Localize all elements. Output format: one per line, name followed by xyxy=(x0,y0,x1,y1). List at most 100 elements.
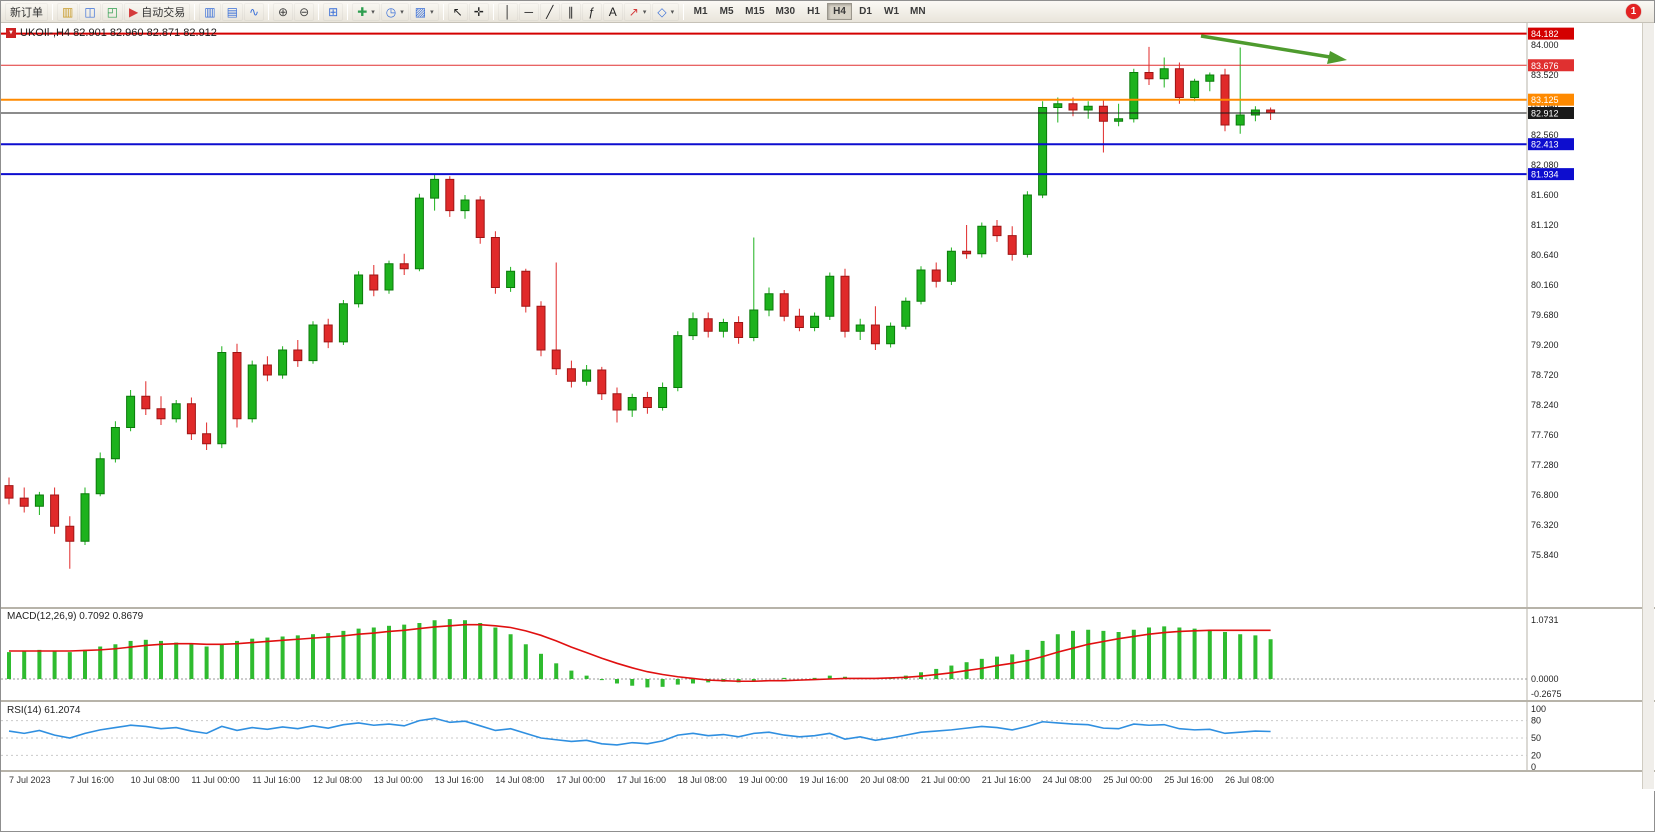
svg-text:1.0731: 1.0731 xyxy=(1531,615,1559,625)
terminal-icon: ◰ xyxy=(106,4,119,19)
line-chart-button[interactable]: ∿ xyxy=(243,2,265,21)
text-icon: A xyxy=(608,4,617,19)
svg-text:17 Jul 00:00: 17 Jul 00:00 xyxy=(556,775,605,785)
cursor-icon: ↖ xyxy=(452,4,463,19)
new-order-button[interactable]: 新订单 xyxy=(5,2,48,21)
notification-badge[interactable]: 1 xyxy=(1626,4,1641,19)
svg-text:25 Jul 16:00: 25 Jul 16:00 xyxy=(1164,775,1213,785)
svg-text:82.912: 82.912 xyxy=(1531,109,1559,119)
horizontal-line-icon: ─ xyxy=(524,4,534,19)
arrows-button[interactable]: ↗ ▾ xyxy=(623,2,652,21)
svg-text:76.800: 76.800 xyxy=(1531,490,1559,500)
timeframe-m1-button[interactable]: M1 xyxy=(693,6,708,17)
time-scale[interactable]: 7 Jul 2023 7 Jul 16:00 10 Jul 08:00 11 Jul … xyxy=(9,775,1274,785)
timeframe-w1-button[interactable]: W1 xyxy=(884,6,899,17)
symbol-ohlc-info: UKOIl-,H4 82.901 82.960 82.871 82.912 xyxy=(20,27,217,39)
panel-separators xyxy=(1,23,1655,772)
svg-text:24 Jul 08:00: 24 Jul 08:00 xyxy=(1043,775,1092,785)
periods-button[interactable]: ◷ ▾ xyxy=(380,2,409,21)
templates-button[interactable]: ▨ ▾ xyxy=(409,2,439,21)
navigator-button[interactable]: ◫ xyxy=(79,2,101,21)
timeframe-h4-button[interactable]: H4 xyxy=(827,3,852,20)
vertical-line-icon: │ xyxy=(504,4,512,19)
zoom-in-icon: ⊕ xyxy=(278,4,289,19)
terminal-button[interactable]: ◰ xyxy=(101,2,124,21)
cursor-button[interactable]: ↖ xyxy=(447,2,468,21)
svg-text:75.840: 75.840 xyxy=(1531,550,1559,560)
shapes-button[interactable]: ◇ ▾ xyxy=(652,2,680,21)
svg-text:100: 100 xyxy=(1531,704,1546,714)
fibonacci-icon: ƒ xyxy=(588,4,596,19)
horizontal-line-button[interactable]: ─ xyxy=(518,2,539,21)
candlestick-chart-button[interactable]: ▤ xyxy=(221,2,243,21)
crosshair-button[interactable]: ✛ xyxy=(468,2,489,21)
timeframe-d1-button[interactable]: D1 xyxy=(859,6,872,17)
text-button[interactable]: A xyxy=(602,2,623,21)
svg-text:84.182: 84.182 xyxy=(1531,29,1559,39)
svg-text:80: 80 xyxy=(1531,716,1541,726)
caret-down-icon: ▾ xyxy=(400,8,404,16)
svg-text:81.934: 81.934 xyxy=(1531,170,1559,180)
svg-text:50: 50 xyxy=(1531,733,1541,743)
svg-text:20 Jul 08:00: 20 Jul 08:00 xyxy=(860,775,909,785)
market-watch-button[interactable]: ▥ xyxy=(57,2,79,21)
shapes-icon: ◇ xyxy=(657,4,667,19)
toolbar-separator xyxy=(194,3,196,20)
indicators-icon: ✚ xyxy=(357,4,368,19)
periods-icon: ◷ xyxy=(385,4,397,19)
fibonacci-button[interactable]: ƒ xyxy=(581,2,602,21)
svg-text:14 Jul 08:00: 14 Jul 08:00 xyxy=(495,775,544,785)
svg-text:76.320: 76.320 xyxy=(1531,520,1559,530)
vertical-line-button[interactable]: │ xyxy=(497,2,518,21)
svg-text:7 Jul 16:00: 7 Jul 16:00 xyxy=(70,775,114,785)
timeframe-m30-button[interactable]: M30 xyxy=(775,6,795,17)
bar-chart-button[interactable]: ▥ xyxy=(199,2,221,21)
right-scrollbar[interactable] xyxy=(1642,23,1654,789)
svg-text:18 Jul 08:00: 18 Jul 08:00 xyxy=(678,775,727,785)
svg-text:81.120: 81.120 xyxy=(1531,220,1559,230)
svg-text:11 Jul 00:00: 11 Jul 00:00 xyxy=(191,775,239,785)
toolbar-separator xyxy=(318,3,320,20)
svg-text:81.600: 81.600 xyxy=(1531,190,1559,200)
candlestick-chart-icon: ▤ xyxy=(226,4,238,19)
symbol-dropdown-marker[interactable]: ▼ xyxy=(6,28,16,38)
svg-text:0: 0 xyxy=(1531,762,1536,772)
timeframe-h1-button[interactable]: H1 xyxy=(807,6,820,17)
caret-down-icon: ▾ xyxy=(430,8,434,16)
toolbar-separator xyxy=(683,3,685,20)
svg-text:77.760: 77.760 xyxy=(1531,430,1559,440)
tile-windows-icon: ⊞ xyxy=(328,4,339,19)
timeframe-m5-button[interactable]: M5 xyxy=(719,6,734,17)
svg-text:11 Jul 16:00: 11 Jul 16:00 xyxy=(252,775,300,785)
indicators-button[interactable]: ✚ ▾ xyxy=(352,2,380,21)
tile-windows-button[interactable]: ⊞ xyxy=(323,2,344,21)
svg-text:78.720: 78.720 xyxy=(1531,370,1559,380)
auto-trading-icon: ▶ xyxy=(129,4,139,19)
bar-chart-icon: ▥ xyxy=(204,4,216,19)
channel-button[interactable]: ∥ xyxy=(560,2,581,21)
auto-trading-button[interactable]: ▶ 自动交易 xyxy=(124,2,191,21)
crosshair-icon: ✛ xyxy=(473,4,484,19)
market-watch-icon: ▥ xyxy=(62,4,74,19)
zoom-out-button[interactable]: ⊖ xyxy=(294,2,315,21)
main-toolbar: 新订单 ▥ ◫ ◰ ▶ 自动交易 ▥ ▤ ∿ ⊕ ⊖ ⊞ ✚ ▾ ◷ ▾ ▨ ▾ ↖ ✛ │ ─ ╱ ∥ ƒ A ↗ ▾ ◇ ▾ M1 M5 M… xyxy=(1,1,1654,23)
rsi-indicator-label: RSI(14) 61.2074 xyxy=(7,705,81,716)
chart-canvas[interactable]: 84.00083.52083.04082.56082.08081.60081.1… xyxy=(1,23,1655,791)
rsi-panel xyxy=(1,717,1527,756)
timeframe-m15-button[interactable]: M15 xyxy=(745,6,765,17)
trendline-button[interactable]: ╱ xyxy=(539,2,560,21)
svg-text:19 Jul 00:00: 19 Jul 00:00 xyxy=(739,775,788,785)
macd-panel xyxy=(1,619,1527,688)
svg-text:80.160: 80.160 xyxy=(1531,280,1559,290)
price-scale[interactable]: 84.00083.52083.04082.56082.08081.60081.1… xyxy=(1528,27,1574,772)
timeframe-mn-button[interactable]: MN xyxy=(910,6,926,17)
zoom-in-button[interactable]: ⊕ xyxy=(273,2,294,21)
caret-down-icon: ▾ xyxy=(371,8,375,16)
svg-text:13 Jul 00:00: 13 Jul 00:00 xyxy=(374,775,423,785)
svg-text:79.680: 79.680 xyxy=(1531,310,1559,320)
svg-text:10 Jul 08:00: 10 Jul 08:00 xyxy=(131,775,180,785)
new-order-button-label: 新订单 xyxy=(10,6,43,19)
svg-text:78.240: 78.240 xyxy=(1531,400,1559,410)
svg-text:17 Jul 16:00: 17 Jul 16:00 xyxy=(617,775,666,785)
